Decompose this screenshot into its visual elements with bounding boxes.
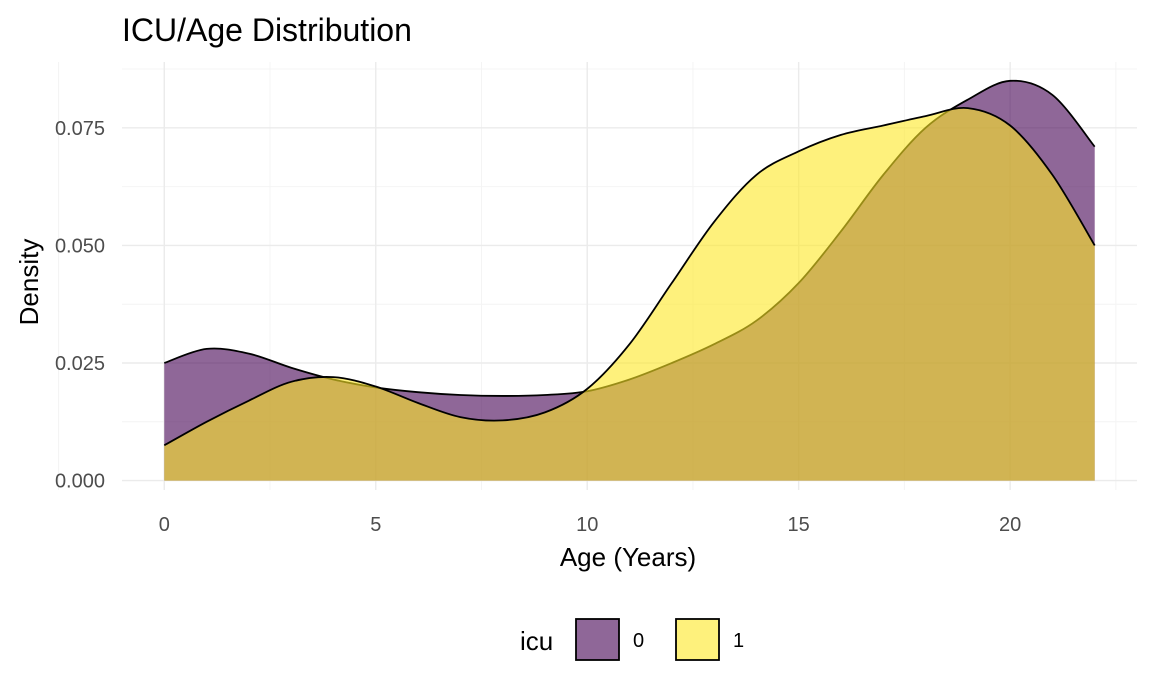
chart-title: ICU/Age Distribution [122,12,412,48]
x-tick-label: 20 [999,514,1021,536]
density-line-icu-1 [163,106,1096,447]
y-tick-label: 0.025 [55,353,105,375]
legend-label-icu-1: 1 [733,630,744,652]
y-tick-label: 0.075 [55,118,105,140]
x-axis-ticks: 0 5 10 15 20 [159,514,1022,536]
x-tick-label: 10 [576,514,598,536]
y-axis-ticks: 0.000 0.025 0.050 0.075 [55,118,105,493]
y-axis-title: Density [14,239,44,326]
legend-label-icu-0: 0 [633,630,644,652]
x-tick-label: 15 [788,514,810,536]
y-tick-label: 0.000 [55,471,105,493]
x-tick-label: 0 [159,514,170,536]
legend: icu 0 1 [520,618,744,661]
legend-key-icu-1 [675,618,720,661]
x-axis-title: Age (Years) [560,542,696,572]
density-areas [163,79,1096,481]
x-tick-label: 5 [370,514,381,536]
legend-key-icu-0 [575,618,620,661]
density-area-icu-1 [164,107,1095,481]
legend-title: icu [520,626,553,656]
y-tick-label: 0.050 [55,235,105,257]
